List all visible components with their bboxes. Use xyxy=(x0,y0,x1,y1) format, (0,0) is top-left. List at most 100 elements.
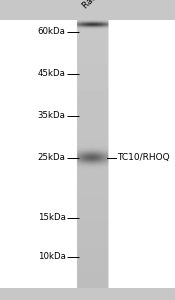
Text: TC10/RHOQ: TC10/RHOQ xyxy=(117,153,170,162)
Bar xyxy=(77,255,108,256)
Bar xyxy=(77,180,108,181)
Bar xyxy=(77,206,108,208)
Bar xyxy=(77,179,108,181)
Bar xyxy=(77,140,108,141)
Bar xyxy=(77,275,108,276)
Bar xyxy=(77,103,108,104)
Bar xyxy=(77,102,108,104)
Text: 10kDa: 10kDa xyxy=(38,252,66,261)
Bar xyxy=(77,244,108,245)
Bar xyxy=(77,76,108,77)
Bar xyxy=(77,203,108,204)
Bar xyxy=(77,90,108,91)
Bar xyxy=(77,166,108,167)
Bar xyxy=(77,124,108,125)
Bar xyxy=(77,284,108,285)
Bar xyxy=(77,85,108,86)
Bar xyxy=(77,208,108,209)
Bar xyxy=(77,283,108,284)
Bar xyxy=(77,214,108,215)
Bar xyxy=(77,24,108,25)
Bar xyxy=(77,272,108,273)
Bar xyxy=(77,52,108,53)
Bar xyxy=(77,274,108,275)
Bar xyxy=(77,160,108,162)
Bar xyxy=(77,137,108,139)
Bar xyxy=(77,252,108,253)
Bar xyxy=(77,68,108,70)
Bar xyxy=(77,155,108,156)
Bar xyxy=(77,27,108,28)
Bar xyxy=(77,248,108,249)
Bar xyxy=(77,217,108,218)
Bar xyxy=(77,160,108,161)
Bar xyxy=(77,138,108,140)
Bar xyxy=(77,122,108,123)
Bar xyxy=(77,185,108,186)
Bar xyxy=(77,57,108,58)
Bar xyxy=(77,273,108,274)
Bar xyxy=(77,168,108,169)
Bar xyxy=(77,126,108,127)
Bar xyxy=(77,104,108,105)
Bar xyxy=(77,58,108,59)
Bar xyxy=(77,231,108,232)
Bar xyxy=(77,70,108,71)
Bar xyxy=(77,114,108,115)
Bar xyxy=(77,174,108,175)
Bar xyxy=(77,191,108,192)
Bar xyxy=(77,220,108,222)
Bar xyxy=(77,206,108,207)
Bar xyxy=(77,22,108,23)
Bar xyxy=(77,74,108,75)
Bar xyxy=(77,93,108,94)
Bar xyxy=(77,77,108,79)
Bar xyxy=(77,106,108,107)
Bar xyxy=(77,218,108,219)
Bar xyxy=(77,187,108,188)
Bar xyxy=(77,112,108,113)
Bar xyxy=(77,282,108,284)
Bar xyxy=(77,141,108,142)
Bar xyxy=(77,98,108,99)
Bar xyxy=(77,241,108,242)
Bar xyxy=(77,92,108,93)
Bar xyxy=(77,210,108,211)
Bar xyxy=(77,287,108,288)
Bar xyxy=(77,36,108,38)
Bar xyxy=(77,205,108,206)
Bar xyxy=(77,267,108,268)
Bar xyxy=(77,157,108,158)
Bar xyxy=(77,212,108,214)
Bar xyxy=(77,181,108,182)
Bar xyxy=(77,193,108,194)
Bar xyxy=(77,31,108,32)
Bar xyxy=(77,62,108,63)
Bar xyxy=(77,32,108,33)
Bar xyxy=(77,110,108,111)
Bar xyxy=(77,233,108,234)
Bar xyxy=(77,266,108,267)
Bar xyxy=(77,26,108,28)
Bar xyxy=(77,280,108,282)
Bar xyxy=(77,145,108,146)
Text: 35kDa: 35kDa xyxy=(38,111,66,120)
Bar xyxy=(77,61,108,62)
Bar xyxy=(77,226,108,227)
Bar xyxy=(77,236,108,237)
Bar xyxy=(77,258,108,260)
Bar xyxy=(77,228,108,229)
Text: 15kDa: 15kDa xyxy=(38,213,66,222)
Bar xyxy=(77,153,108,154)
Bar xyxy=(77,127,108,128)
Bar xyxy=(77,188,108,189)
Bar xyxy=(77,44,108,45)
Bar xyxy=(77,115,108,116)
Bar xyxy=(77,154,108,155)
Bar xyxy=(77,190,108,191)
Bar xyxy=(77,261,108,262)
Bar xyxy=(77,240,108,242)
Bar xyxy=(77,148,108,149)
Bar xyxy=(77,279,108,280)
Bar xyxy=(77,73,108,74)
